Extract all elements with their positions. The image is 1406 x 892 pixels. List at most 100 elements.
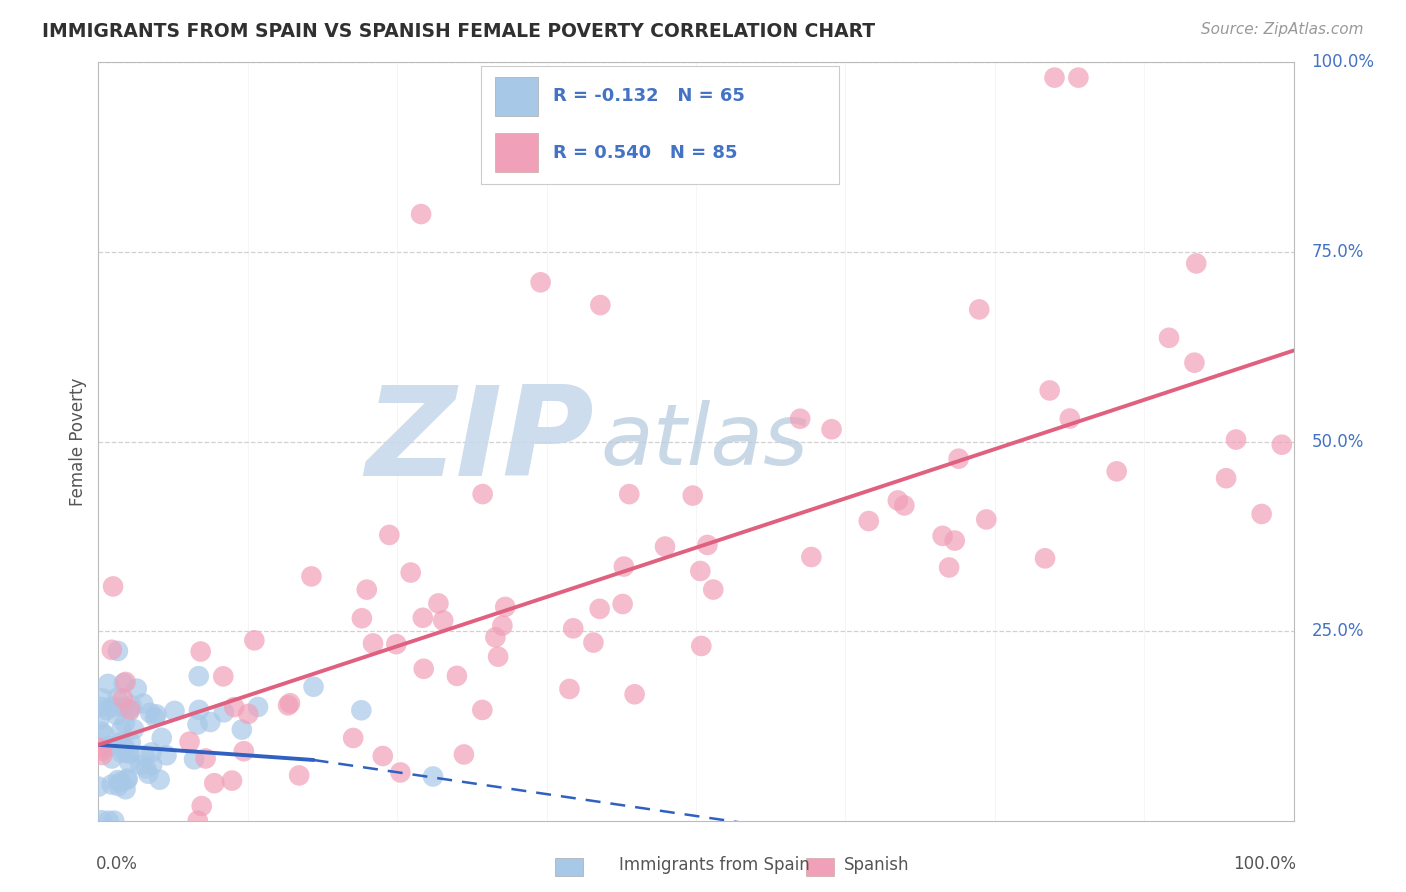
Point [129,757,152,772]
Point [1157,331,1180,345]
Point [115,746,138,760]
Point [613,559,636,574]
Point [190,799,212,814]
Point [111,740,134,755]
Point [412,611,434,625]
Point [1059,411,1081,425]
Point [301,569,323,583]
Point [134,748,156,763]
Point [117,772,139,786]
Point [202,776,225,790]
Point [558,681,581,696]
Point [342,731,364,745]
Text: atlas: atlas [600,400,808,483]
Point [139,706,162,720]
Point [183,752,205,766]
Point [145,707,167,722]
Point [1185,256,1208,270]
Point [361,636,384,650]
Point [399,566,422,580]
Point [110,774,132,789]
Point [118,756,141,770]
Point [221,773,243,788]
Point [453,747,475,762]
Point [231,723,253,737]
Point [484,630,506,644]
Point [101,751,124,765]
Text: IMMIGRANTS FROM SPAIN VS SPANISH FEMALE POVERTY CORRELATION CHART: IMMIGRANTS FROM SPAIN VS SPANISH FEMALE … [42,22,876,41]
Point [858,514,880,528]
Point [471,703,494,717]
Point [111,746,134,760]
Point [141,758,163,772]
Point [696,538,718,552]
Point [200,714,222,729]
Point [1215,471,1237,485]
Point [143,710,166,724]
Point [110,735,132,749]
Point [141,745,163,759]
Point [278,696,301,710]
Point [114,715,136,730]
Point [100,642,122,657]
Point [90,699,112,714]
Point [114,782,136,797]
Point [562,621,585,635]
Point [302,680,325,694]
Point [238,706,260,721]
Point [187,814,209,828]
Point [105,708,128,723]
Point [89,712,111,726]
Point [112,676,135,690]
Point [1067,70,1090,85]
Point [243,633,266,648]
Point [582,635,605,649]
Point [389,765,412,780]
Point [132,697,155,711]
Point [789,411,811,425]
Point [98,739,121,753]
Point [938,560,960,574]
Text: 100.0%: 100.0% [1312,54,1375,71]
Point [190,644,212,658]
Text: 0.0%: 0.0% [96,855,138,872]
Point [107,772,129,787]
Point [1250,507,1272,521]
Point [486,649,509,664]
Point [91,747,114,762]
Point [654,540,676,554]
Point [288,768,311,782]
Point [87,740,110,755]
Text: 50.0%: 50.0% [1312,433,1364,450]
Point [887,493,910,508]
Point [471,487,494,501]
Point [623,687,645,701]
Point [107,644,129,658]
Point [1043,70,1066,85]
Text: Spanish: Spanish [844,856,910,874]
Point [589,298,612,312]
Point [689,564,711,578]
Point [612,597,634,611]
Point [931,529,953,543]
Point [188,703,211,717]
Point [530,275,553,289]
Point [111,691,134,706]
Point [118,747,141,761]
Y-axis label: Female Poverty: Female Poverty [69,377,87,506]
Point [101,699,124,714]
Point [385,637,408,651]
Point [97,814,120,828]
Point [97,677,120,691]
Point [371,749,394,764]
Point [800,549,823,564]
Point [1039,384,1062,398]
Point [120,735,142,749]
Point [107,690,129,705]
Point [356,582,378,597]
Point [682,489,704,503]
Point [967,302,990,317]
Point [187,669,209,683]
Point [976,512,998,526]
Point [1271,438,1294,452]
